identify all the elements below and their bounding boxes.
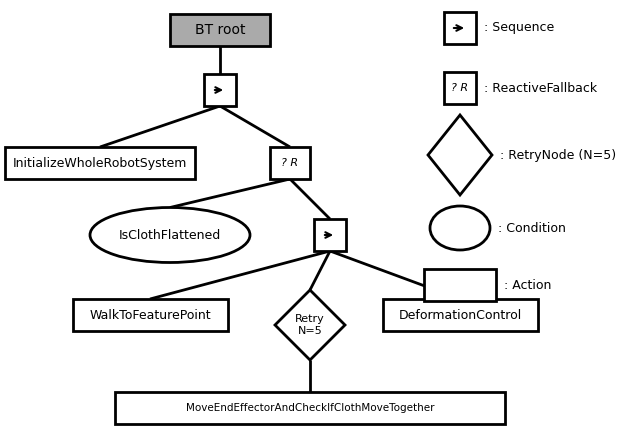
FancyBboxPatch shape — [270, 147, 310, 179]
Text: Retry
N=5: Retry N=5 — [295, 314, 325, 336]
Text: ? R: ? R — [452, 83, 469, 93]
FancyBboxPatch shape — [170, 14, 270, 46]
Text: : Action: : Action — [504, 278, 551, 292]
Text: : Condition: : Condition — [498, 222, 566, 234]
Text: InitializeWholeRobotSystem: InitializeWholeRobotSystem — [13, 156, 187, 170]
FancyBboxPatch shape — [72, 299, 227, 331]
Text: : Sequence: : Sequence — [484, 21, 554, 35]
Text: WalkToFeaturePoint: WalkToFeaturePoint — [89, 309, 211, 321]
FancyBboxPatch shape — [424, 269, 496, 301]
FancyBboxPatch shape — [314, 219, 346, 251]
Text: BT root: BT root — [195, 23, 245, 37]
Polygon shape — [275, 290, 345, 360]
FancyBboxPatch shape — [5, 147, 195, 179]
FancyBboxPatch shape — [382, 299, 537, 331]
FancyBboxPatch shape — [204, 74, 236, 106]
FancyBboxPatch shape — [115, 392, 505, 424]
Text: IsClothFlattened: IsClothFlattened — [119, 229, 221, 242]
Text: MoveEndEffectorAndCheckIfClothMoveTogether: MoveEndEffectorAndCheckIfClothMoveTogeth… — [186, 403, 434, 413]
Polygon shape — [428, 115, 492, 195]
Ellipse shape — [90, 207, 250, 262]
Text: : ReactiveFallback: : ReactiveFallback — [484, 82, 597, 95]
FancyBboxPatch shape — [444, 72, 476, 104]
Text: ? R: ? R — [282, 158, 299, 168]
Text: : RetryNode (N=5): : RetryNode (N=5) — [500, 148, 616, 162]
Text: DeformationControl: DeformationControl — [398, 309, 522, 321]
FancyBboxPatch shape — [444, 12, 476, 44]
Ellipse shape — [430, 206, 490, 250]
